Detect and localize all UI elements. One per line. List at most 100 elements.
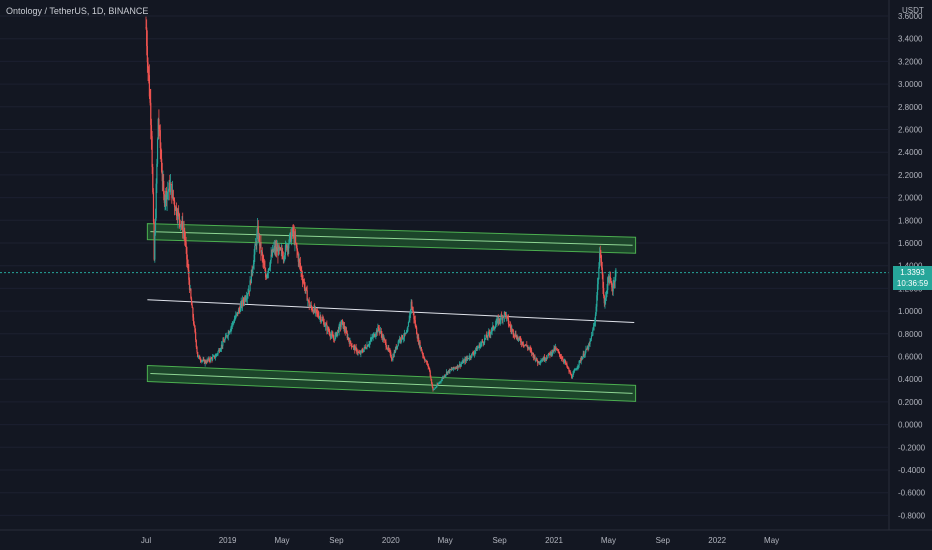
candle-body bbox=[277, 248, 279, 256]
candle-body bbox=[214, 355, 216, 358]
candle-body bbox=[366, 345, 368, 349]
candle-body bbox=[155, 183, 157, 219]
candle-body bbox=[448, 370, 450, 373]
candle-body bbox=[550, 351, 552, 355]
candle-body bbox=[565, 363, 567, 365]
candle-body bbox=[430, 376, 432, 380]
candle-body bbox=[344, 330, 346, 333]
candle-body bbox=[435, 386, 437, 388]
candle-body bbox=[389, 350, 391, 353]
candle-body bbox=[258, 235, 261, 246]
candle-body bbox=[319, 316, 321, 318]
candle-body bbox=[180, 224, 182, 226]
candle-body bbox=[332, 335, 334, 339]
candle-body bbox=[476, 348, 478, 351]
candle-body bbox=[349, 340, 351, 344]
candle-body bbox=[159, 129, 161, 131]
candle-body bbox=[371, 337, 374, 339]
candle-body bbox=[412, 310, 414, 313]
candle-body bbox=[278, 246, 280, 256]
candle-body bbox=[157, 119, 159, 140]
channel-drawings[interactable] bbox=[146, 223, 637, 402]
currency-label: USDT bbox=[902, 6, 924, 15]
candle-body bbox=[558, 352, 561, 355]
candle-body bbox=[465, 357, 467, 362]
candle-body bbox=[321, 319, 323, 321]
candle-body bbox=[608, 276, 610, 284]
candle-body bbox=[335, 332, 337, 336]
candle-body bbox=[224, 335, 227, 339]
candle-body bbox=[522, 344, 524, 346]
time-tick-label: 2022 bbox=[708, 536, 726, 545]
candle-body bbox=[239, 305, 242, 312]
candle-body bbox=[149, 96, 151, 103]
candle-body bbox=[462, 360, 464, 363]
price-tick-label: 0.8000 bbox=[898, 330, 923, 339]
candle-body bbox=[250, 269, 252, 284]
candle-body bbox=[347, 337, 349, 339]
candle-body bbox=[509, 325, 511, 326]
candle-body bbox=[463, 360, 465, 363]
candle-body bbox=[407, 326, 409, 332]
candle-body bbox=[482, 341, 484, 343]
candle-body bbox=[151, 136, 153, 168]
candle-body bbox=[159, 130, 161, 149]
candle-body bbox=[607, 277, 609, 291]
candle-body bbox=[357, 352, 359, 353]
candle-body bbox=[265, 270, 267, 278]
candle-body bbox=[469, 355, 471, 358]
candle-body bbox=[512, 329, 514, 335]
candle-body bbox=[367, 345, 369, 347]
candle-body bbox=[188, 270, 190, 280]
candle-body bbox=[543, 356, 545, 361]
candle-body bbox=[422, 355, 425, 357]
candle-body bbox=[522, 341, 524, 345]
candle-body bbox=[566, 363, 568, 367]
candle-body bbox=[360, 350, 362, 354]
candle-body bbox=[503, 312, 505, 318]
candle-body bbox=[228, 332, 230, 334]
candle-body bbox=[269, 260, 272, 267]
candle-body bbox=[450, 369, 452, 370]
candle-body bbox=[414, 320, 416, 326]
candle-body bbox=[479, 344, 482, 348]
candle-body bbox=[490, 332, 492, 335]
candle-body bbox=[209, 360, 211, 362]
candle-body bbox=[485, 335, 487, 339]
candle-body bbox=[530, 350, 533, 354]
candle-body bbox=[182, 229, 184, 233]
candle-body bbox=[513, 334, 515, 336]
candle-body bbox=[386, 347, 388, 349]
candle-body bbox=[585, 348, 587, 352]
candle-body bbox=[269, 266, 271, 269]
candle-body bbox=[254, 244, 257, 246]
candle-body bbox=[526, 346, 529, 348]
price-tick-label: 1.8000 bbox=[898, 216, 923, 225]
candle-body bbox=[163, 181, 165, 195]
candle-body bbox=[303, 281, 306, 289]
candle-body bbox=[199, 359, 201, 361]
candle-body bbox=[218, 349, 220, 352]
candle-body bbox=[152, 167, 154, 193]
candle-body bbox=[607, 276, 609, 278]
price-axis[interactable]: 3.6000 3.4000 3.2000 3.0000 2.8000 2.6000 2.40… bbox=[888, 0, 926, 530]
candle-body bbox=[383, 338, 385, 341]
candle-body bbox=[497, 318, 499, 324]
candle-body bbox=[464, 359, 466, 361]
candle-body bbox=[285, 245, 287, 246]
candle-body bbox=[385, 342, 387, 348]
candle-body bbox=[256, 226, 259, 234]
candle-body bbox=[475, 348, 477, 352]
candle-body bbox=[416, 334, 418, 339]
candle-body bbox=[592, 329, 594, 336]
time-axis[interactable]: Jul 2019 May Sep 2020 May Sep 2021 May Sep 2022 May bbox=[0, 529, 932, 545]
candle-body bbox=[216, 353, 218, 355]
time-tick-label: Jul bbox=[141, 536, 151, 545]
candle-body bbox=[534, 355, 536, 360]
candle-body bbox=[465, 359, 467, 362]
candle-body bbox=[206, 359, 208, 363]
candle-body bbox=[507, 316, 509, 319]
candle-body bbox=[219, 350, 221, 352]
candle-body bbox=[293, 231, 295, 243]
